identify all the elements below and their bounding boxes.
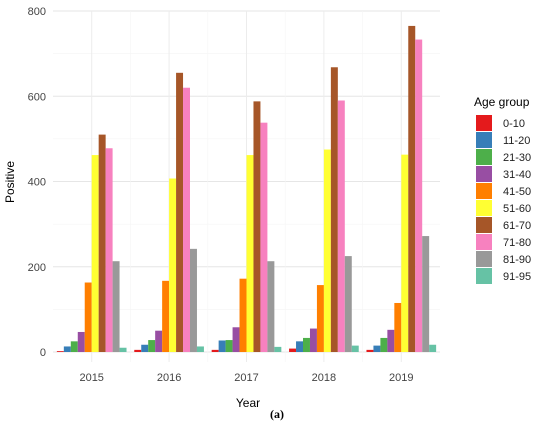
bar-2019-41-50 (394, 302, 402, 352)
bar-2015-21-30 (70, 341, 78, 352)
bar-2019-0-10 (366, 349, 374, 352)
bar-2017-71-80 (260, 122, 268, 353)
bar-2019-81-90 (422, 236, 430, 352)
y-axis-title: Positive (3, 161, 17, 203)
legend-label: 11-20 (503, 135, 530, 147)
legend-label: 81-90 (503, 254, 531, 266)
legend-label: 61-70 (503, 220, 531, 232)
legend-key-0-10 (476, 115, 492, 131)
y-tick-label: 600 (28, 91, 46, 103)
bar-2019-51-60 (401, 154, 409, 352)
bar-2015-11-20 (63, 346, 71, 352)
bar-2016-51-60 (169, 178, 177, 352)
bar-2017-61-70 (253, 101, 261, 353)
bar-2016-81-90 (190, 248, 197, 352)
bars (56, 25, 437, 353)
y-tick-label: 200 (28, 262, 46, 274)
bar-2019-61-70 (408, 25, 416, 352)
bar-2019-91-95 (429, 344, 437, 352)
legend-key-91-95 (476, 268, 492, 284)
legend-key-41-50 (476, 183, 492, 199)
bar-2015-41-50 (84, 282, 92, 352)
legend: Age group 0-10 11-20 21-30 31-40 41-50 51-60 6… (474, 95, 531, 284)
bar-2017-51-60 (246, 155, 254, 352)
bar-2015-0-10 (56, 351, 64, 352)
bar-2017-0-10 (211, 349, 219, 352)
legend-label: 91-95 (503, 271, 531, 283)
y-tick-label: 0 (40, 347, 46, 359)
legend-label: 31-40 (503, 169, 531, 181)
x-tick-label: 2017 (234, 372, 258, 384)
bar-2018-91-95 (351, 345, 359, 352)
x-axis-ticks: 2015 2016 2017 2018 2019 (79, 372, 413, 384)
bar-2015-61-70 (98, 134, 106, 352)
legend-title: Age group (474, 95, 530, 109)
bar-2016-61-70 (176, 72, 184, 352)
x-axis-title: Year (236, 396, 260, 410)
bar-2017-11-20 (218, 340, 226, 352)
bar-2016-71-80 (183, 87, 190, 352)
legend-label: 0-10 (503, 118, 525, 130)
bar-2019-11-20 (373, 345, 381, 352)
bar-2016-11-20 (141, 344, 149, 352)
bar-2016-21-30 (148, 340, 156, 352)
bar-2016-0-10 (134, 349, 142, 352)
legend-key-11-20 (476, 132, 492, 148)
bar-2018-81-90 (344, 256, 352, 352)
bar-2019-71-80 (415, 39, 423, 353)
bar-2018-21-30 (303, 337, 310, 352)
bar-2019-21-30 (380, 337, 388, 352)
bar-2018-11-20 (296, 341, 304, 352)
bar-2015-81-90 (112, 261, 120, 352)
legend-key-51-60 (476, 200, 492, 216)
bar-2015-51-60 (91, 155, 99, 352)
bar-2017-31-40 (232, 327, 240, 352)
x-tick-label: 2019 (389, 372, 413, 384)
bar-2016-91-95 (196, 346, 204, 352)
y-tick-label: 800 (28, 6, 46, 18)
bar-2018-71-80 (337, 100, 345, 352)
legend-label: 51-60 (503, 203, 531, 215)
y-axis-ticks: 0 200 400 600 800 (28, 6, 46, 359)
legend-label: 71-80 (503, 237, 531, 249)
y-tick-label: 400 (28, 177, 46, 189)
bar-2018-0-10 (289, 348, 297, 352)
bar-2018-41-50 (316, 285, 324, 352)
x-tick-label: 2015 (79, 372, 103, 384)
legend-key-81-90 (476, 251, 492, 267)
bar-2018-61-70 (330, 67, 338, 352)
x-tick-label: 2016 (157, 372, 181, 384)
legend-key-61-70 (476, 217, 492, 233)
bar-2016-41-50 (162, 280, 170, 352)
bar-2017-91-95 (274, 346, 282, 352)
legend-label: 41-50 (503, 186, 531, 198)
bar-2017-81-90 (267, 261, 275, 352)
bar-2015-71-80 (105, 148, 113, 352)
legend-key-21-30 (476, 149, 492, 165)
legend-label: 21-30 (503, 152, 531, 164)
bar-2019-31-40 (387, 329, 395, 352)
x-tick-label: 2018 (312, 372, 336, 384)
bar-2015-91-95 (119, 347, 127, 352)
bar-2017-41-50 (239, 278, 247, 352)
bar-2018-31-40 (309, 328, 317, 352)
bar-2015-31-40 (77, 331, 85, 352)
legend-key-31-40 (476, 166, 492, 182)
bar-2016-31-40 (155, 330, 163, 352)
bar-2018-51-60 (323, 149, 331, 352)
bar-2017-21-30 (225, 340, 233, 352)
figure-caption: (a) (270, 407, 284, 421)
legend-key-71-80 (476, 234, 492, 250)
